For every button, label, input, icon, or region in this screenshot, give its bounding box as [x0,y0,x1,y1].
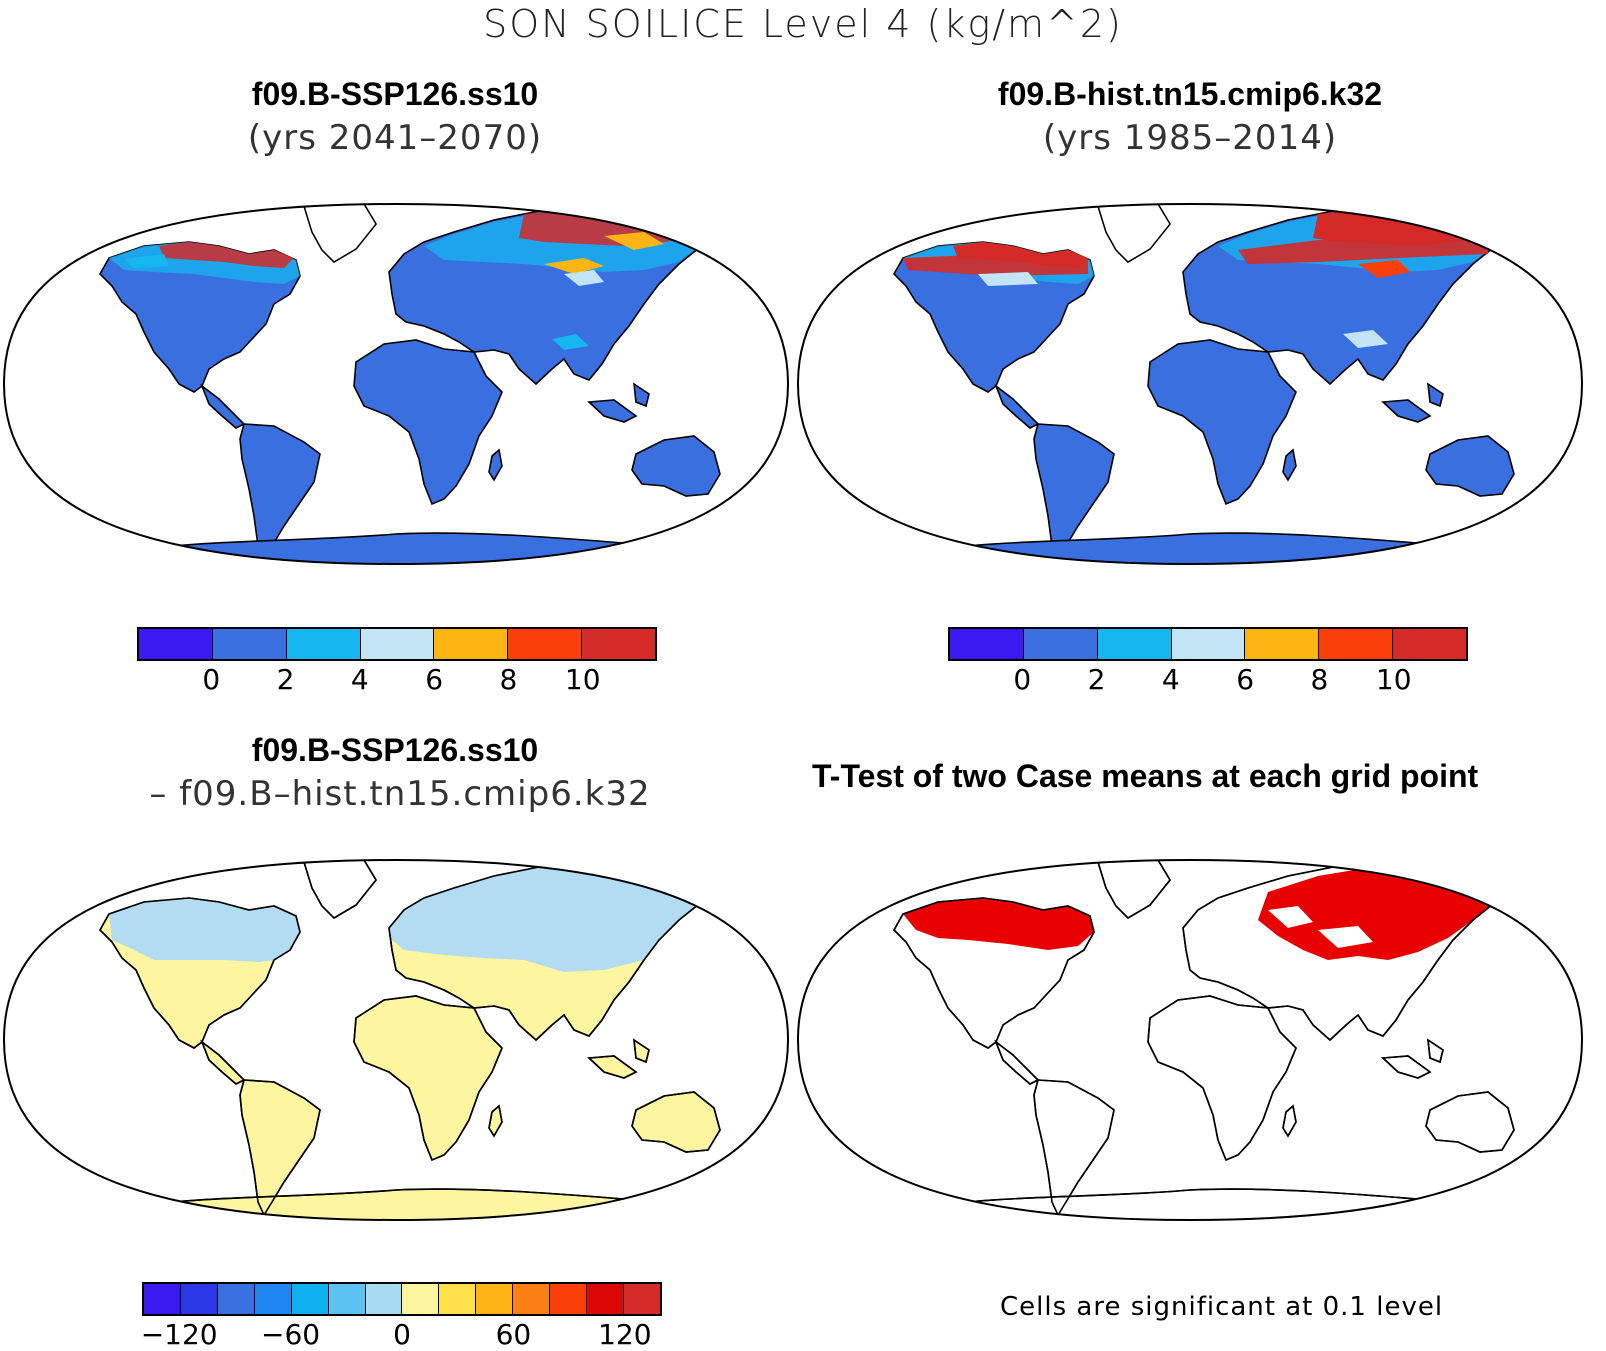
colorbar-tick-label: 0 [393,1318,411,1351]
colorbar-tick-label: 0 [1013,663,1032,696]
colorbar-swatch [476,1284,514,1314]
colorbar-tick-label: 120 [598,1318,652,1351]
colorbar-swatch [217,1284,255,1314]
colorbar-swatch [180,1284,218,1314]
colorbar-swatch [1245,629,1320,659]
panel-subtitle-bottom-left: – f09.B–hist.tn15.cmip6.k32 [149,774,651,814]
map-bottom-right [796,858,1584,1222]
colorbar-tick-label: 0 [202,663,221,696]
colorbar-swatch [328,1284,366,1314]
colorbar-tick-label: −120 [140,1318,218,1351]
colorbar-swatch [144,1284,181,1314]
colorbar-swatch [623,1284,660,1314]
colorbar-swatch [1097,629,1172,659]
colorbar-tick-label: 8 [1310,663,1329,696]
panel-title-top-left: f09.B-SSP126.ss10 [251,76,539,112]
colorbar-tick-label: 4 [350,663,369,696]
significance-note: Cells are significant at 0.1 level [1000,1292,1444,1322]
colorbar-swatch [582,629,656,659]
colorbar-tick-label: 10 [1375,663,1412,696]
colorbar-swatch [365,1284,403,1314]
colorbar-swatch [513,1284,551,1314]
map-top-right [796,202,1584,566]
colorbar-swatch [1393,629,1467,659]
colorbar-swatch [402,1284,440,1314]
colorbar-swatch [291,1284,329,1314]
panel-subtitle-top-left: (yrs 2041–2070) [247,118,543,158]
colorbar-swatch [587,1284,624,1314]
colorbar-swatch [508,629,583,659]
panel-subtitle-top-right: (yrs 1985–2014) [1042,118,1338,158]
colorbar-tick-label: 2 [276,663,295,696]
colorbar-tick-label: 6 [1236,663,1255,696]
colorbar-swatch [434,629,509,659]
colorbar-tick-label: 60 [495,1318,532,1351]
colorbar-top-right [948,627,1468,661]
colorbar-swatch [139,629,213,659]
colorbar-swatch [950,629,1024,659]
map-top-left [2,202,790,566]
colorbar-swatch [286,629,361,659]
colorbar-swatch [1023,629,1098,659]
panel-title-bottom-right: T-Test of two Case means at each grid po… [812,758,1479,794]
colorbar-tick-label: 10 [564,663,601,696]
colorbar-tick-label: 6 [425,663,444,696]
map-bottom-left [2,858,790,1222]
figure-title: SON SOILICE Level 4 (kg/m^2) [483,2,1123,46]
colorbar-swatch [1319,629,1394,659]
colorbar-swatch [212,629,287,659]
colorbar-swatch [254,1284,292,1314]
colorbar-top-left [137,627,657,661]
colorbar-swatch [360,629,435,659]
colorbar-swatch [550,1284,588,1314]
colorbar-bottom-left [142,1282,662,1316]
colorbar-tick-label: 8 [499,663,518,696]
colorbar-tick-label: 4 [1161,663,1180,696]
colorbar-swatch [439,1284,477,1314]
colorbar-swatch [1171,629,1246,659]
panel-title-bottom-left: f09.B-SSP126.ss10 [251,732,539,768]
colorbar-tick-label: 2 [1087,663,1106,696]
colorbar-tick-label: −60 [261,1318,321,1351]
panel-title-top-right: f09.B-hist.tn15.cmip6.k32 [997,76,1383,112]
